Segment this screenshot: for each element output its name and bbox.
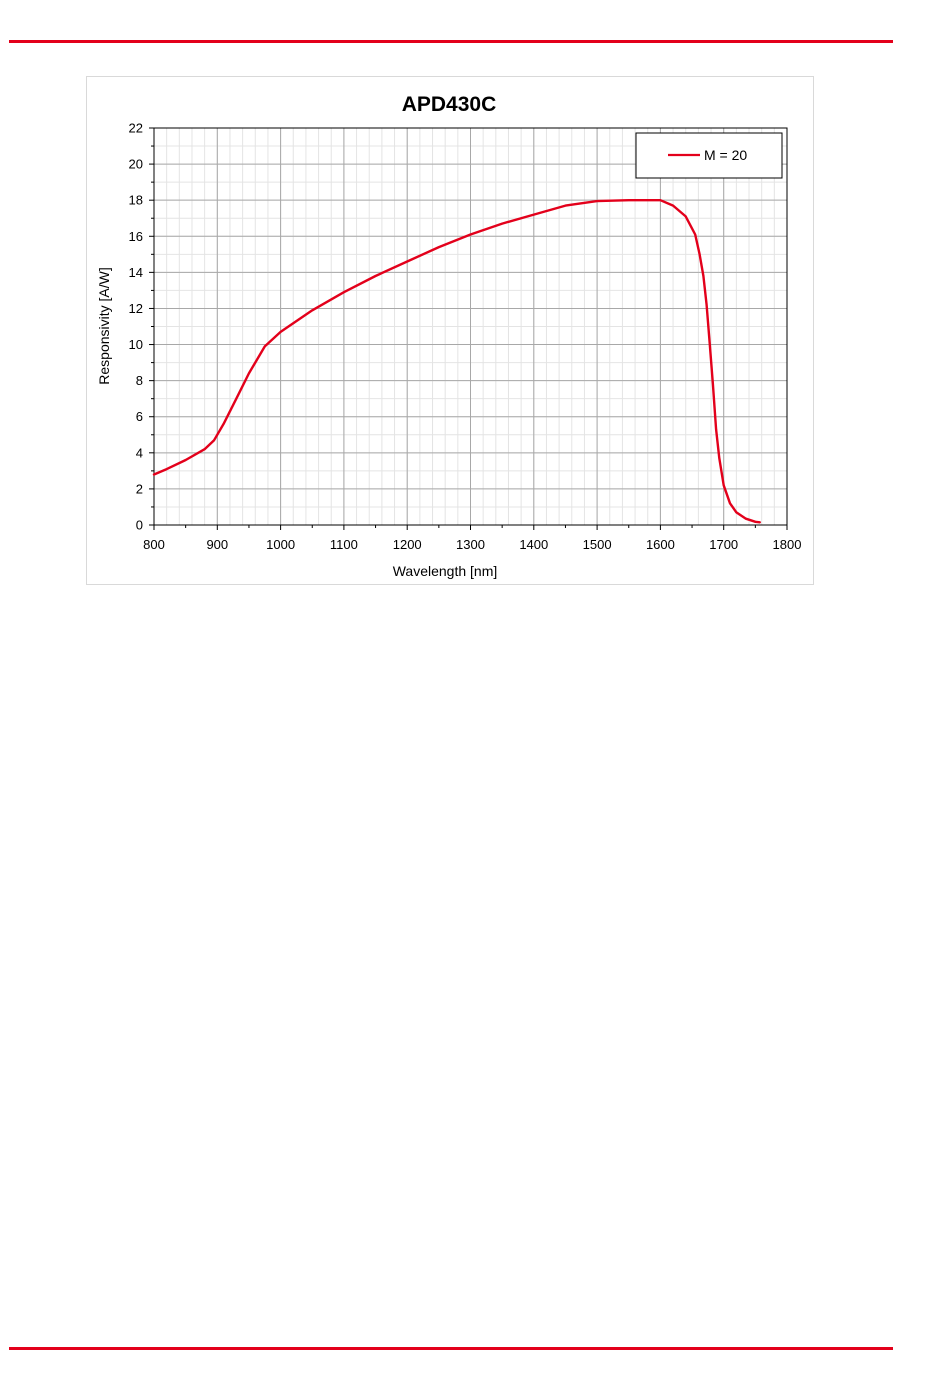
y-tick-label: 10 xyxy=(129,337,143,352)
top-rule xyxy=(9,40,893,43)
series-line-0 xyxy=(152,199,761,524)
bottom-rule xyxy=(9,1347,893,1350)
y-tick-label: 0 xyxy=(136,518,143,533)
y-tick-label: 8 xyxy=(136,373,143,388)
x-tick-label: 1800 xyxy=(773,537,802,552)
axis-ticks xyxy=(149,127,788,530)
x-tick-label: 800 xyxy=(143,537,165,552)
y-tick-label: 12 xyxy=(129,301,143,316)
y-tick-label: 4 xyxy=(136,445,143,460)
y-tick-labels: 0 2 4 6 8 10 12 14 16 18 20 22 xyxy=(129,121,143,533)
chart-title: APD430C xyxy=(402,93,497,116)
y-tick-label: 14 xyxy=(129,265,143,280)
y-tick-label: 18 xyxy=(129,193,143,208)
x-tick-label: 1600 xyxy=(646,537,675,552)
x-tick-label: 1400 xyxy=(519,537,548,552)
y-tick-label: 22 xyxy=(129,121,143,136)
x-tick-label: 1500 xyxy=(583,537,612,552)
legend: M = 20 xyxy=(635,132,783,179)
x-tick-label: 1300 xyxy=(456,537,485,552)
y-tick-label: 20 xyxy=(129,157,143,172)
x-tick-label: 900 xyxy=(206,537,228,552)
legend-box xyxy=(635,132,783,179)
x-tick-label: 1200 xyxy=(393,537,422,552)
x-tick-labels: 800 900 1000 1100 1200 1300 1400 1500 1600 1700 18… xyxy=(143,537,801,552)
series-lines xyxy=(152,199,761,524)
x-tick-label: 1100 xyxy=(330,537,358,552)
y-tick-label: 2 xyxy=(136,481,143,496)
y-tick-label: 16 xyxy=(129,229,143,244)
x-tick-label: 1000 xyxy=(266,537,295,552)
x-tick-label: 1700 xyxy=(709,537,738,552)
x-axis-label: Wavelength [nm] xyxy=(393,563,498,579)
legend-label: M = 20 xyxy=(704,147,747,163)
y-tick-label: 6 xyxy=(136,409,143,424)
y-axis-label: Responsivity [A/W] xyxy=(96,267,112,384)
